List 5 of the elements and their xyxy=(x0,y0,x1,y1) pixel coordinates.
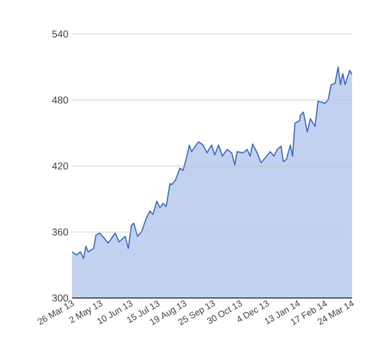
y-tick-label: 300 xyxy=(52,294,68,302)
y-tick-label: 360 xyxy=(52,228,68,236)
y-tick-label: 480 xyxy=(52,96,68,104)
y-tick-label: 420 xyxy=(52,162,68,170)
y-tick-label: 540 xyxy=(52,30,68,38)
